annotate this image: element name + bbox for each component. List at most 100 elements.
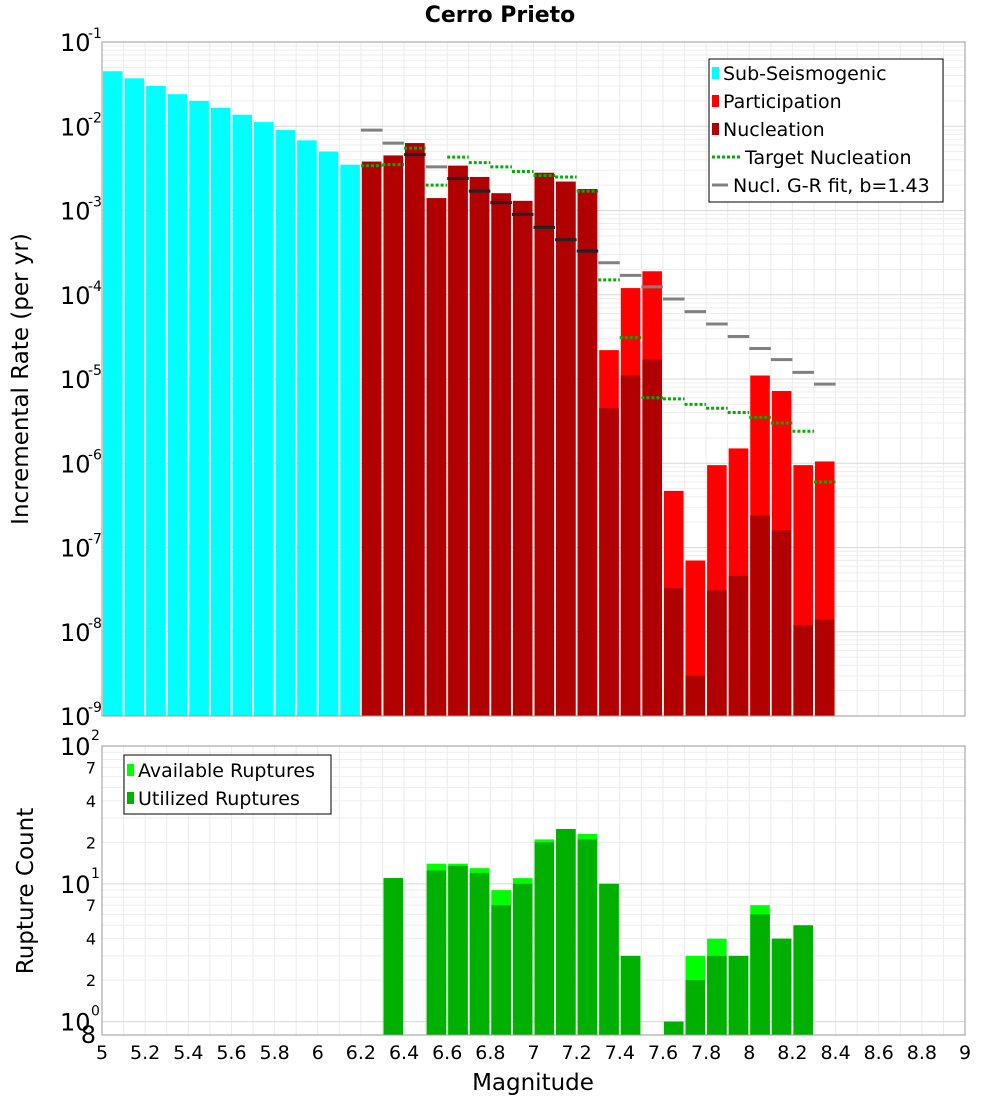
bottom-legend: Available Ruptures Utilized Ruptures (123, 754, 332, 815)
top-y-tick-base: 10 (60, 282, 91, 310)
sub-seismogenic-bar (340, 164, 360, 717)
nucleation-bar (599, 408, 619, 716)
bottom-y-tick-base: 10 (60, 871, 91, 899)
x-tick-labels: 5 5.2 5.4 5.6 5.8 6 6.2 6.4 6.6 6.8 7 7.2 7.4 7.6 7.8 8… (96, 1042, 971, 1064)
bottom-y-tick-minor: 7 (86, 758, 96, 777)
nucleation-bar (620, 375, 641, 716)
x-tick-label: 8.8 (907, 1042, 937, 1064)
utilized-ruptures-bar (383, 878, 404, 1035)
utilized-ruptures-bar (620, 955, 641, 1035)
x-tick-label: 6.8 (475, 1042, 505, 1064)
nucleation-bar (793, 625, 813, 716)
legend-swatch-sub-seismogenic (712, 67, 719, 79)
nucleation-bar (707, 590, 727, 716)
sub-seismogenic-bar (146, 86, 166, 716)
nucleation-bar (577, 188, 598, 716)
nucleation-bar (771, 530, 792, 716)
utilized-ruptures-bar (599, 883, 619, 1035)
bottom-y-tick-minor: 7 (86, 896, 96, 915)
x-tick-label: 9 (959, 1042, 971, 1064)
bottom-y-tick-minor: 8 (81, 1021, 96, 1049)
top-y-tick-base: 10 (60, 535, 91, 563)
legend-swatch-utilized (127, 792, 134, 804)
x-tick-label: 8.4 (820, 1042, 850, 1064)
bottom-y-tick-minor: 4 (86, 930, 96, 949)
legend-label-sub-seismogenic: Sub-Seismogenic (723, 63, 887, 85)
top-y-tick-base: 10 (60, 619, 91, 647)
legend-label-nucleation: Nucleation (723, 119, 825, 141)
nucleation-bar (750, 515, 770, 716)
nucleation-bar (361, 161, 382, 717)
top-y-tick-exponent: -3 (88, 195, 102, 211)
sub-seismogenic-bar (103, 71, 123, 716)
utilized-ruptures-bar (685, 980, 706, 1035)
top-y-tick-base: 10 (60, 198, 91, 226)
legend-swatch-participation (712, 95, 719, 107)
bottom-y-tick-exponent: 1 (91, 866, 100, 882)
x-tick-label: 7.2 (562, 1042, 592, 1064)
bottom-y-tick-base: 10 (60, 1009, 91, 1037)
top-y-tick-exponent: -7 (88, 532, 102, 548)
x-tick-label: 7 (527, 1042, 539, 1064)
top-y-tick-base: 10 (60, 366, 91, 394)
x-tick-label: 8.6 (864, 1042, 894, 1064)
top-y-tick-exponent: -5 (88, 363, 102, 379)
utilized-ruptures-bar (750, 914, 770, 1035)
nucleation-bar (534, 172, 555, 717)
x-tick-label: 5 (96, 1042, 108, 1064)
top-plot-line-markers (360, 128, 836, 484)
nucleation-bar (512, 200, 533, 716)
x-tick-label: 5.2 (130, 1042, 160, 1064)
top-plot-frame (101, 41, 966, 717)
nucleation-bar (685, 675, 706, 716)
sub-seismogenic-bar (275, 130, 296, 716)
nucleation-bar (728, 575, 749, 716)
sub-seismogenic-bar (167, 94, 188, 716)
utilized-ruptures-bar (448, 865, 468, 1035)
utilized-ruptures-bar (426, 870, 447, 1035)
top-y-tick-base: 10 (60, 703, 91, 731)
nucleation-bar (663, 588, 684, 716)
top-y-tick-labels: 10-910-810-710-610-510-410-310-210-1 (60, 26, 102, 731)
top-legend-box (708, 58, 944, 203)
chart-title: Cerro Prieto (425, 3, 576, 28)
sub-seismogenic-bar (124, 78, 145, 716)
utilized-ruptures-bar (663, 1021, 684, 1035)
utilized-ruptures-bar (793, 925, 813, 1035)
utilized-ruptures-bar (577, 839, 598, 1035)
top-plot-bars (103, 71, 835, 717)
bottom-y-tick-base: 10 (60, 733, 91, 761)
nucleation-bar (814, 619, 835, 716)
bottom-plot-frame (101, 745, 966, 1036)
x-tick-label: 8.2 (777, 1042, 807, 1064)
legend-swatch-nucleation (712, 123, 719, 135)
bottom-y-tick-exponent: 2 (91, 728, 100, 744)
top-y-axis-label: Incremental Rate (per yr) (8, 233, 34, 525)
bottom-y-tick-minor: 4 (86, 792, 96, 811)
sub-seismogenic-bar (189, 100, 209, 716)
top-y-tick-exponent: -6 (88, 447, 102, 463)
x-axis-label: Magnitude (472, 1070, 594, 1096)
utilized-ruptures-bar (512, 883, 533, 1035)
legend-label-utilized: Utilized Ruptures (138, 788, 300, 810)
x-tick-label: 5.4 (173, 1042, 203, 1064)
x-tick-label: 7.6 (648, 1042, 678, 1064)
legend-label-participation: Participation (723, 91, 842, 113)
x-tick-label: 8 (743, 1042, 755, 1064)
x-tick-label: 7.8 (691, 1042, 721, 1064)
sub-seismogenic-bar (318, 151, 339, 717)
top-y-tick-exponent: -8 (88, 616, 102, 632)
nucleation-bar (383, 155, 404, 716)
x-tick-label: 7.4 (605, 1042, 635, 1064)
bottom-y-tick-exponent: 0 (91, 1004, 100, 1020)
utilized-ruptures-bar (469, 872, 490, 1035)
x-tick-label: 6.6 (432, 1042, 462, 1064)
nucleation-bar (405, 143, 425, 716)
x-tick-label: 6.4 (389, 1042, 419, 1064)
legend-label-gr-fit: Nucl. G-R fit, b=1.43 (733, 175, 930, 197)
nucleation-bar (469, 176, 490, 716)
top-y-tick-base: 10 (60, 113, 91, 141)
nucleation-bar (556, 181, 576, 717)
